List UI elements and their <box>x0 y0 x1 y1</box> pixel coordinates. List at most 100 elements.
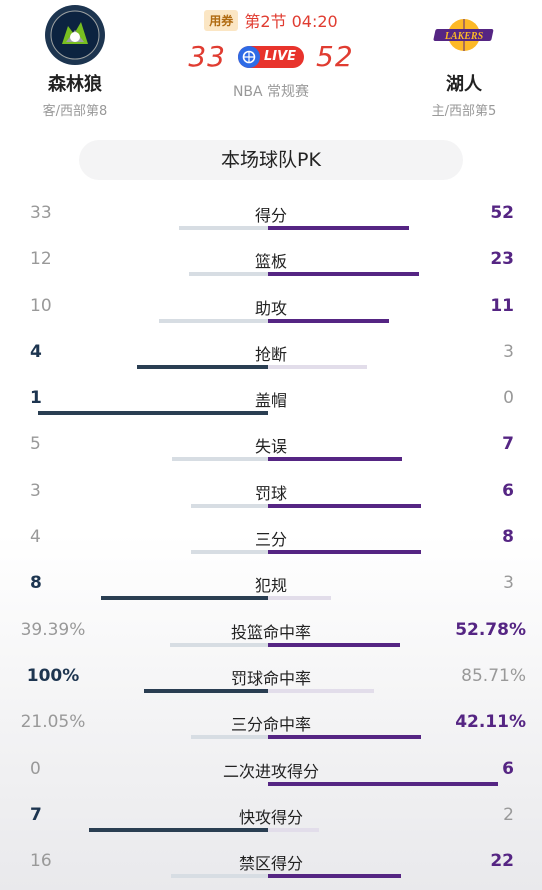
home-stat-value: 3 <box>503 573 514 594</box>
home-stat-value: 52.78% <box>455 619 526 640</box>
home-stat-value: 23 <box>490 249 514 270</box>
home-stat-bar <box>268 642 400 647</box>
stat-bar-track <box>0 781 542 786</box>
away-stat-value: 21.05% <box>20 712 86 733</box>
home-stat-value: 7 <box>502 434 514 455</box>
away-stat-value: 10 <box>30 295 52 316</box>
stat-label: 快攻得分 <box>238 807 303 827</box>
stat-label: 篮板 <box>254 252 287 272</box>
stat-bar-track <box>0 411 542 416</box>
away-stat-bar <box>189 272 268 277</box>
stat-row: 16 禁区得分 22 <box>0 838 542 884</box>
home-stat-value: 6 <box>502 758 514 779</box>
away-stat-bar <box>191 503 268 508</box>
stat-bar-track <box>0 596 542 601</box>
away-stat-value: 3 <box>30 480 41 501</box>
away-stat-value: 12 <box>30 249 52 270</box>
stat-label: 投篮命中率 <box>230 622 311 642</box>
stat-bar-track <box>0 226 542 230</box>
away-stat-value: 1 <box>30 388 42 409</box>
away-stat-bar <box>179 226 268 230</box>
home-score: 52 <box>316 40 354 73</box>
home-team-name: 湖人 <box>446 74 482 95</box>
away-stat-value: 8 <box>30 573 42 594</box>
home-stat-value: 0 <box>503 388 514 409</box>
home-stat-value: 11 <box>490 295 514 316</box>
away-stat-value: 16 <box>30 851 52 872</box>
stat-bar-track <box>0 827 542 832</box>
live-button[interactable]: LIVE <box>237 45 305 68</box>
lakers-logo-icon: LAKERS <box>433 19 494 51</box>
away-stat-value: 4 <box>30 341 42 362</box>
home-stat-bar <box>268 457 402 462</box>
stat-bar-track <box>0 874 542 879</box>
svg-text:LAKERS: LAKERS <box>444 31 484 42</box>
home-stat-value: 3 <box>503 341 514 362</box>
stat-label: 助攻 <box>254 298 287 318</box>
away-stat-bar <box>144 688 268 693</box>
stat-row: 4 三分 8 <box>0 514 542 560</box>
stat-row: 8 犯规 3 <box>0 560 542 606</box>
stat-bar-track <box>0 272 542 277</box>
home-stat-value: 22 <box>490 851 514 872</box>
away-team-name: 森林狼 <box>48 74 102 95</box>
home-team-standing: 主/西部第5 <box>431 104 497 119</box>
stat-label: 二次进攻得分 <box>222 761 319 781</box>
stat-row: 39.39% 投篮命中率 52.78% <box>0 607 542 653</box>
stat-row: 7 快攻得分 2 <box>0 792 542 838</box>
stat-row: 5 失误 7 <box>0 421 542 467</box>
stat-bar-track <box>0 503 542 508</box>
away-stat-value: 33 <box>30 203 52 223</box>
home-stat-value: 85.71% <box>461 665 526 686</box>
live-label: LIVE <box>263 49 297 64</box>
home-stat-bar <box>268 735 421 740</box>
away-stat-bar <box>101 596 268 601</box>
stat-bar-track <box>0 550 542 555</box>
stat-bar-track <box>0 642 542 647</box>
period-clock: 第2节 04:20 <box>244 12 338 31</box>
home-stat-value: 52 <box>490 203 514 223</box>
away-stat-bar <box>191 735 268 740</box>
stat-label: 盖帽 <box>254 391 287 411</box>
home-stat-bar <box>268 781 498 786</box>
timberwolves-logo-icon <box>45 5 105 65</box>
home-stat-bar <box>268 318 389 323</box>
home-stat-value: 8 <box>502 527 514 548</box>
stat-row: 33 得分 52 <box>0 190 542 236</box>
stat-label: 罚球 <box>254 483 287 503</box>
away-stat-bar <box>191 550 268 555</box>
home-stat-value: 6 <box>502 480 514 501</box>
stat-label: 罚球命中率 <box>230 668 311 688</box>
home-team[interactable]: LAKERS 湖人 主/西部第5 <box>404 4 524 119</box>
away-stat-value: 4 <box>30 527 41 548</box>
stat-label: 失误 <box>254 437 287 457</box>
away-stat-bar <box>172 457 268 462</box>
stat-label: 抢断 <box>254 344 287 364</box>
away-stat-value: 5 <box>30 434 41 455</box>
home-stat-value: 42.11% <box>455 712 526 733</box>
away-stat-bar <box>89 827 268 832</box>
stat-row: 0 二次进攻得分 6 <box>0 746 542 792</box>
stat-label: 得分 <box>254 206 287 225</box>
home-stat-value: 2 <box>503 804 514 825</box>
home-stat-bar <box>268 596 331 601</box>
away-score: 33 <box>188 40 226 73</box>
stat-bar-track <box>0 688 542 693</box>
stat-bar-track <box>0 318 542 323</box>
away-stat-value: 100% <box>26 665 80 686</box>
stat-bar-track <box>0 735 542 740</box>
coupon-badge[interactable]: 用券 <box>204 9 239 31</box>
away-stat-bar <box>171 874 268 879</box>
stat-label: 禁区得分 <box>238 854 303 874</box>
stat-row: 4 抢断 3 <box>0 329 542 375</box>
stat-bar-track <box>0 364 542 369</box>
away-team-standing: 客/西部第8 <box>42 104 108 119</box>
away-team[interactable]: 森林狼 客/西部第8 <box>15 4 135 119</box>
stat-row: 1 盖帽 0 <box>0 375 542 421</box>
game-type: NBA 常规赛 <box>232 84 310 100</box>
home-stat-bar <box>268 503 421 508</box>
home-stat-bar <box>268 550 421 555</box>
home-stat-bar <box>268 874 401 879</box>
stats-list: 33 得分 52 12 篮板 23 10 助攻 11 4 抢断 3 1 盖帽 0 5 失误 7 3 罚球 6 4 三分 8 8 犯… <box>0 190 542 884</box>
stat-row: 100% 罚球命中率 85.71% <box>0 653 542 699</box>
